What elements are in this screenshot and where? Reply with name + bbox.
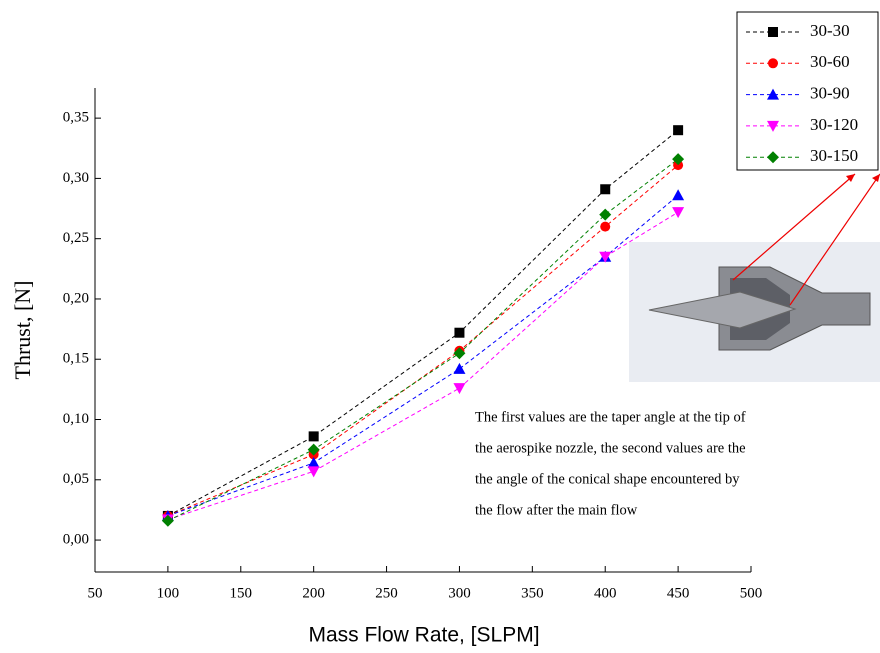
marker: [453, 363, 465, 374]
annotation: the flow after the main flow: [475, 502, 638, 518]
x-tick-label: 150: [230, 585, 253, 601]
y-tick-label: 0,20: [63, 290, 89, 306]
marker: [672, 189, 684, 200]
x-tick-label: 100: [157, 585, 180, 601]
page: {"chart_data": {"type": "line", "xlabel"…: [0, 0, 880, 653]
annotation: The first values are the taper angle at …: [475, 409, 746, 425]
marker: [768, 27, 778, 37]
y-tick-label: 0,00: [63, 531, 89, 547]
chart: Thrust, [N] Mass Flow Rate, [SLPM] 0,00 0…: [0, 0, 880, 653]
marker: [308, 466, 320, 477]
annotation: the aerospike nozzle, the second values …: [475, 440, 746, 456]
x-tick-label: 300: [448, 585, 471, 601]
legend-label: 30-60: [810, 52, 850, 71]
marker: [454, 328, 464, 338]
legend-label: 30-150: [810, 146, 858, 165]
marker: [309, 431, 319, 441]
legend-label: 30-30: [810, 21, 850, 40]
y-tick-label: 0,05: [63, 471, 89, 487]
x-tick-label: 350: [521, 585, 544, 601]
x-tick-label: 450: [667, 585, 690, 601]
nozzle-inset: [629, 174, 880, 382]
marker: [308, 457, 320, 468]
marker: [672, 207, 684, 218]
annotation: the angle of the conical shape encounter…: [475, 471, 740, 487]
x-tick-label: 250: [375, 585, 398, 601]
x-tick-label: 200: [302, 585, 325, 601]
legend: 30-30 30-60 30-90 30-120 30-150: [737, 12, 878, 170]
y-tick-label: 0,15: [63, 351, 89, 367]
legend-label: 30-90: [810, 84, 850, 103]
y-axis-label: Thrust, [N]: [10, 281, 35, 380]
x-tick-label: 50: [88, 585, 103, 601]
marker: [673, 125, 683, 135]
series-line: [168, 195, 678, 516]
marker: [600, 184, 610, 194]
y-tick-label: 0,25: [63, 230, 89, 246]
marker: [600, 222, 610, 232]
y-tick-label: 0,35: [63, 110, 89, 126]
y-tick-label: 0,10: [63, 411, 89, 427]
x-tick-label: 400: [594, 585, 617, 601]
marker: [453, 383, 465, 394]
x-tick-label: 500: [740, 585, 763, 601]
x-axis-label: Mass Flow Rate, [SLPM]: [308, 624, 539, 647]
legend-label: 30-120: [810, 115, 858, 134]
marker: [768, 58, 778, 68]
y-tick-label: 0,30: [63, 170, 89, 186]
